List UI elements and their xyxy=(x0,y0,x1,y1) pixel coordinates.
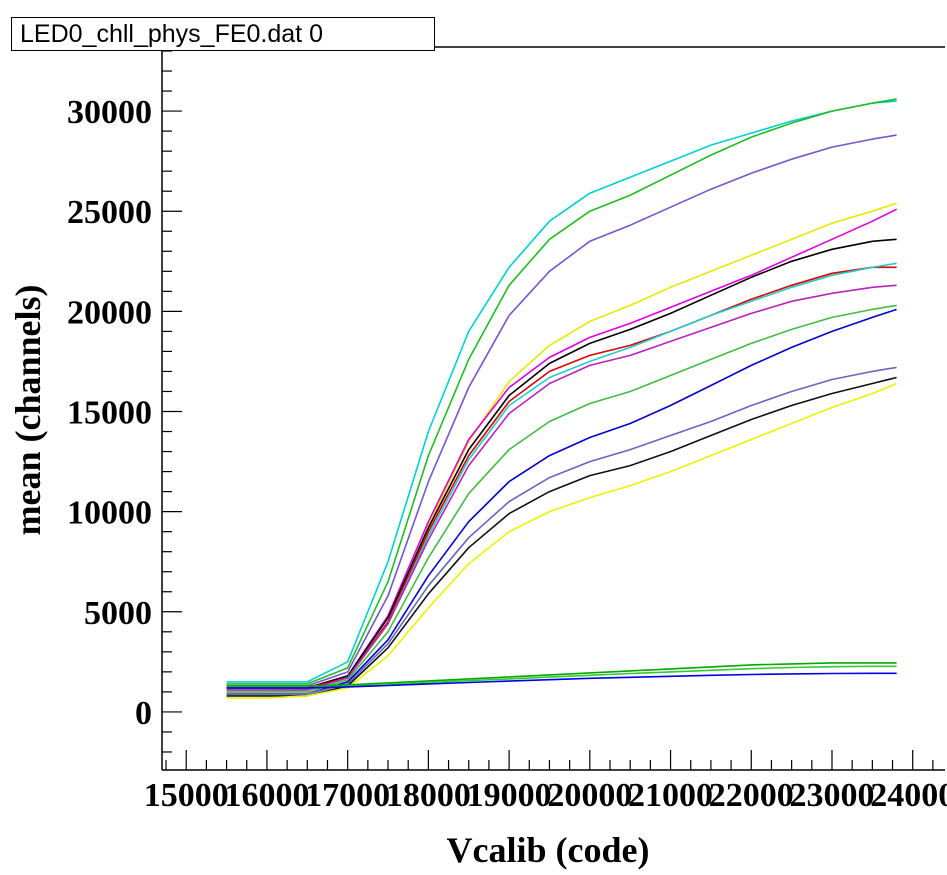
y-tick-label: 15000 xyxy=(67,395,152,432)
x-tick-label: 22000 xyxy=(709,777,794,814)
x-tick-label: 23000 xyxy=(789,777,874,814)
series-line-7 xyxy=(226,266,897,689)
x-tick-label: 18000 xyxy=(386,777,471,814)
y-tick-label: 25000 xyxy=(67,194,152,231)
series-line-15 xyxy=(226,662,897,687)
y-tick-label: 30000 xyxy=(67,94,152,131)
series-line-17 xyxy=(226,672,897,689)
series-line-1 xyxy=(226,100,897,683)
series-lines xyxy=(226,98,897,699)
x-tick-label: 21000 xyxy=(628,777,713,814)
y-axis-title: mean (channels) xyxy=(8,285,48,536)
series-line-13 xyxy=(226,376,897,697)
x-tick-label: 15000 xyxy=(144,777,229,814)
series-line-6 xyxy=(226,238,897,689)
x-tick-label: 16000 xyxy=(224,777,309,814)
series-line-3 xyxy=(226,134,897,687)
y-tick-label: 10000 xyxy=(67,495,152,532)
chart-title: LED0_chll_phys_FE0.dat 0 xyxy=(11,17,435,51)
x-tick-label: 17000 xyxy=(305,777,390,814)
series-line-5 xyxy=(226,208,897,689)
x-axis-tick-labels: 1500016000170001800019000200002100022000… xyxy=(144,777,947,814)
series-line-10 xyxy=(226,304,897,693)
y-tick-label: 0 xyxy=(135,695,152,732)
x-axis-ticks xyxy=(165,750,934,770)
series-line-9 xyxy=(226,284,897,691)
y-axis-ticks xyxy=(162,50,182,753)
y-tick-label: 5000 xyxy=(84,595,152,632)
series-line-14 xyxy=(226,382,897,699)
x-axis-title: Vcalib (code) xyxy=(447,830,650,870)
series-line-2 xyxy=(226,98,897,685)
y-axis-tick-labels: 0 5000 10000 15000 20000 25000 30000 xyxy=(67,94,152,732)
x-tick-label: 24000 xyxy=(870,777,947,814)
x-tick-label: 20000 xyxy=(547,777,632,814)
series-line-11 xyxy=(226,308,897,695)
x-tick-label: 19000 xyxy=(467,777,552,814)
series-line-4 xyxy=(226,202,897,693)
y-tick-label: 20000 xyxy=(67,294,152,331)
